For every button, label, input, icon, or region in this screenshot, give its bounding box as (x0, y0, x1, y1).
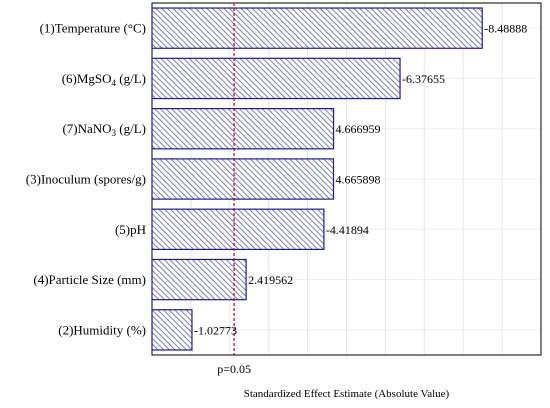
bars (151, 7, 483, 351)
bar (151, 57, 401, 100)
value-label: -1.02773 (194, 323, 237, 337)
bar (151, 258, 247, 301)
category-label: (5)pH (115, 222, 146, 237)
category-label: (7)NaNO3 (g/L) (62, 121, 146, 138)
category-labels: (1)Temperature (°C) (6)MgSO4 (g/L) (7)NaNO… (26, 21, 146, 338)
category-label: (6)MgSO4 (g/L) (62, 71, 146, 88)
value-label: 4.666959 (336, 122, 381, 136)
category-label: (4)Particle Size (mm) (33, 272, 146, 287)
value-label: -8.48888 (484, 22, 527, 36)
value-label: 2.419562 (248, 273, 293, 287)
category-label: (3)Inoculum (spores/g) (26, 172, 146, 187)
value-label: -4.41894 (326, 223, 369, 237)
x-axis-title: Standardized Effect Estimate (Absolute V… (244, 388, 450, 400)
bar (151, 7, 483, 49)
value-label: -6.37655 (402, 72, 445, 86)
significance-line-group: p=0.05 (217, 3, 251, 376)
category-label: (1)Temperature (°C) (40, 21, 146, 36)
bar (151, 309, 193, 351)
value-label: 4.665898 (336, 173, 381, 187)
bar (151, 208, 325, 251)
significance-label: p=0.05 (217, 362, 251, 376)
category-label: (2)Humidity (%) (58, 322, 146, 337)
bar (151, 107, 335, 150)
bar (151, 158, 335, 200)
value-labels: -8.48888 -6.37655 4.666959 4.665898 -4.41894… (194, 22, 527, 338)
